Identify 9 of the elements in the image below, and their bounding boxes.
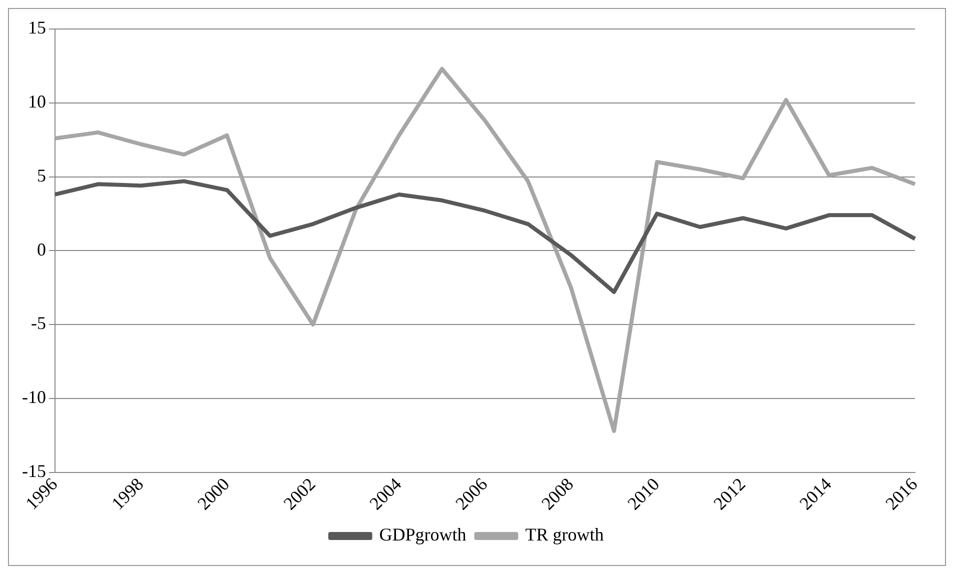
y-tick-label: 15 (28, 18, 46, 38)
y-tick-label: -5 (30, 313, 46, 334)
y-tick-label: 0 (36, 239, 46, 260)
y-tick-label: 10 (28, 92, 46, 112)
y-tick-label: 5 (36, 165, 46, 186)
y-tick-label: -15 (22, 461, 46, 482)
y-tick-label: -10 (22, 387, 46, 408)
legend-label: TR growth (525, 524, 604, 545)
legend-label: GDPgrowth (379, 524, 466, 545)
